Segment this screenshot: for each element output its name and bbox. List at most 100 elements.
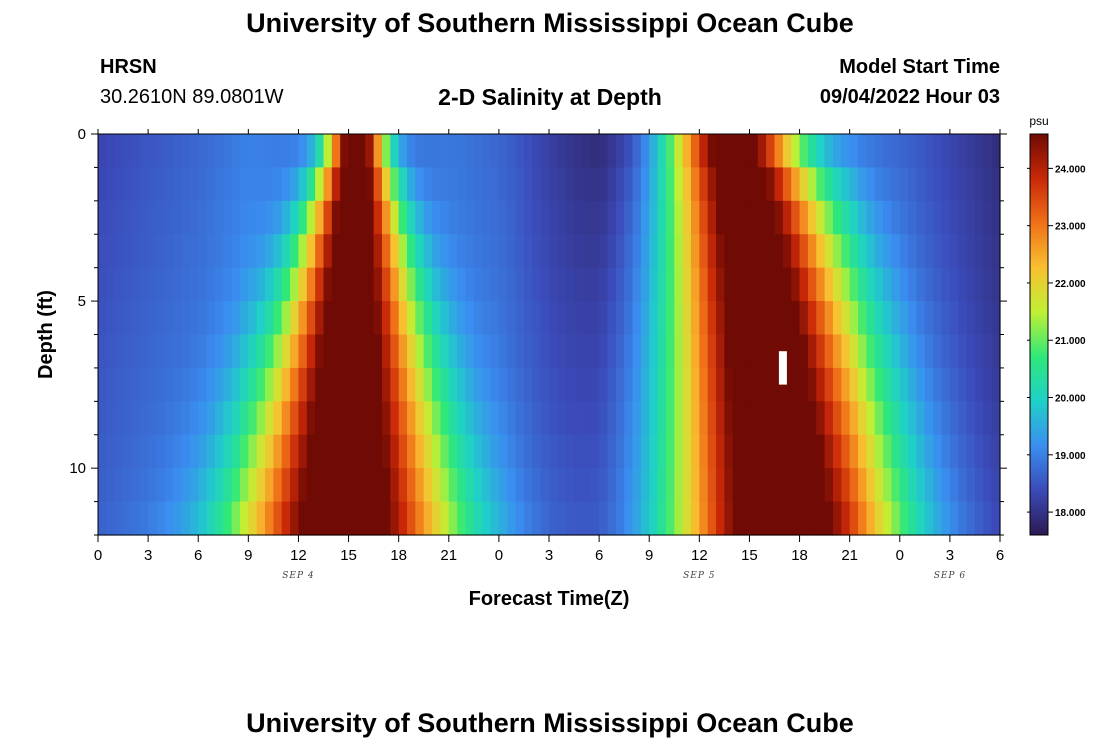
- heatmap-cell: [640, 134, 650, 169]
- heatmap-cell: [365, 167, 375, 202]
- heatmap-cell: [331, 334, 341, 369]
- heatmap-cell: [214, 267, 224, 302]
- heatmap-cell: [791, 267, 801, 302]
- heatmap-cell: [507, 301, 517, 336]
- heatmap-cell: [507, 501, 517, 536]
- heatmap-cell: [340, 267, 350, 302]
- heatmap-cell: [131, 200, 141, 235]
- heatmap-cell: [273, 468, 283, 503]
- heatmap-cell: [415, 200, 425, 235]
- heatmap-cell: [164, 434, 174, 469]
- heatmap-cell: [665, 200, 675, 235]
- heatmap-cell: [423, 267, 433, 302]
- heatmap-cell: [883, 468, 893, 503]
- heatmap-cell: [949, 434, 959, 469]
- heatmap-cell: [874, 301, 884, 336]
- heatmap-cell: [832, 167, 842, 202]
- heatmap-cell: [156, 267, 166, 302]
- heatmap-cell: [640, 434, 650, 469]
- heatmap-cell: [315, 200, 325, 235]
- heatmap-cell: [716, 367, 725, 402]
- heatmap-cell: [490, 234, 500, 269]
- heatmap-cell: [181, 234, 191, 269]
- heatmap-cell: [632, 468, 642, 503]
- heatmap-cell: [381, 367, 391, 402]
- heatmap-cell: [916, 468, 926, 503]
- heatmap-cell: [281, 468, 291, 503]
- heatmap-cell: [682, 234, 692, 269]
- heatmap-cell: [298, 434, 308, 469]
- heatmap-cell: [782, 468, 792, 503]
- heatmap-cell: [949, 267, 959, 302]
- heatmap-cell: [98, 434, 107, 469]
- heatmap-cell: [256, 434, 266, 469]
- heatmap-cell: [657, 334, 667, 369]
- heatmap-cell: [265, 267, 274, 302]
- heatmap-cell: [599, 200, 609, 235]
- heatmap-cell: [966, 501, 976, 536]
- heatmap-cell: [106, 401, 116, 436]
- heatmap-cell: [941, 434, 951, 469]
- heatmap-cell: [440, 334, 450, 369]
- heatmap-cell: [774, 367, 784, 402]
- heatmap-cell: [883, 434, 893, 469]
- heatmap-cell: [640, 267, 650, 302]
- heatmap-cell: [415, 234, 425, 269]
- heatmap-cell: [924, 468, 934, 503]
- heatmap-cell: [356, 267, 366, 302]
- heatmap-cell: [991, 401, 1001, 436]
- heatmap-cell: [674, 401, 684, 436]
- heatmap-cell: [791, 434, 801, 469]
- heatmap-cell: [490, 134, 500, 169]
- heatmap-cell: [766, 468, 776, 503]
- heatmap-cell: [248, 267, 258, 302]
- heatmap-cell: [657, 468, 667, 503]
- heatmap-cell: [582, 367, 592, 402]
- heatmap-cell: [649, 234, 659, 269]
- heatmap-cell: [690, 334, 700, 369]
- heatmap-cell: [315, 501, 325, 536]
- heatmap-cell: [139, 434, 149, 469]
- heatmap-cell: [707, 334, 717, 369]
- heatmap-cell: [482, 434, 492, 469]
- x-tick-label: 12: [691, 547, 708, 564]
- heatmap-cell: [899, 234, 909, 269]
- heatmap-cell: [114, 167, 124, 202]
- heatmap-cell: [507, 367, 517, 402]
- heatmap-cell: [457, 267, 467, 302]
- heatmap-cell: [131, 401, 141, 436]
- heatmap-cell: [582, 301, 592, 336]
- heatmap-cell: [323, 134, 333, 169]
- heatmap-cell: [757, 134, 767, 169]
- heatmap-cell: [507, 200, 517, 235]
- heatmap-cell: [532, 134, 542, 169]
- heatmap-cell: [398, 334, 408, 369]
- heatmap-cell: [290, 267, 300, 302]
- heatmap-cell: [432, 334, 442, 369]
- heatmap-cell: [173, 134, 183, 169]
- heatmap-cell: [949, 301, 959, 336]
- heatmap-cell: [231, 301, 241, 336]
- heatmap-cell: [198, 134, 208, 169]
- heatmap-cell: [924, 334, 934, 369]
- heatmap-cell: [164, 367, 174, 402]
- heatmap-cell: [657, 200, 667, 235]
- heatmap-cell: [891, 501, 901, 536]
- heatmap-cell: [699, 200, 709, 235]
- heatmap-cell: [515, 267, 525, 302]
- heatmap-cell: [590, 501, 600, 536]
- heatmap-cell: [114, 501, 124, 536]
- colorbar-tick-label: 24.000: [1055, 164, 1086, 175]
- colorbar-tick-label: 23.000: [1055, 222, 1086, 233]
- heatmap-cell: [540, 134, 550, 169]
- colorbar-unit: psu: [1029, 114, 1048, 128]
- heatmap-cell: [924, 234, 934, 269]
- heatmap-cell: [699, 334, 709, 369]
- heatmap-cell: [732, 200, 742, 235]
- heatmap-cell: [373, 267, 383, 302]
- heatmap-cell: [114, 367, 124, 402]
- heatmap-cell: [824, 167, 834, 202]
- heatmap-cell: [423, 334, 433, 369]
- heatmap-cell: [340, 134, 350, 169]
- heatmap-cell: [741, 200, 751, 235]
